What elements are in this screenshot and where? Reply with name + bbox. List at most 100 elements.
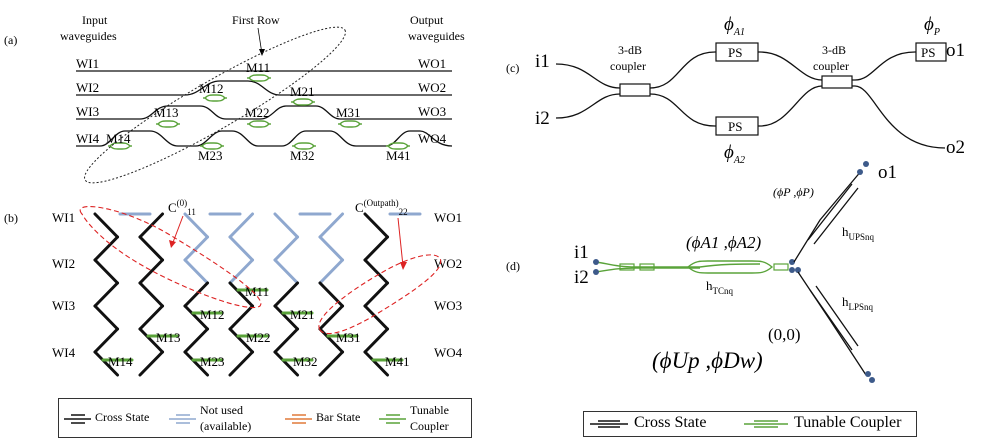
mesh-edge [138,327,164,354]
d-phi-updw: (ϕUp ,ϕDw) [652,348,763,373]
waveguide-3 [76,105,452,120]
panel-b: (b) WI1 WI2 WI3 WI4 WO1 WO2 WO3 WO4 M11 … [4,198,463,377]
label-b-WI1: WI1 [52,210,75,225]
label-a-M22: M22 [245,105,270,120]
mesh-edge [138,235,164,262]
c0-arrow [171,215,184,246]
d-port-o2-b [869,377,875,383]
d-h-ups: hUPSnq [842,224,875,242]
label-b-M14: M14 [108,354,133,369]
mzi-a-M31 [337,120,363,128]
mesh-edge [183,258,209,285]
label-b-M22: M22 [246,330,271,345]
c-ps-a2-label: PS [728,119,742,134]
panel-c-label: (c) [506,61,519,75]
waveguide-2 [76,80,452,96]
cout-label: C(Outpath)22 [355,198,408,217]
output-waveguides-label-1: Output [410,13,444,27]
mzi-a-M21 [290,98,316,106]
cout-path-region [318,254,442,335]
legend-bar-icon [285,414,312,424]
mesh-edge [228,327,254,354]
d-tc-body [686,260,774,274]
legend-unused-label-1: Not used [200,403,243,417]
legend-cross-icon [64,414,91,424]
mesh-edge [228,350,254,377]
c-ps-p [915,42,947,62]
label-b-WI3: WI3 [52,298,75,313]
d-port-o2-a [865,371,871,377]
c0-arrowhead [169,240,176,248]
mesh-edge [138,304,164,331]
d-input-i1: i1 [574,242,589,263]
label-a-M14: M14 [106,131,131,146]
mesh-edge [318,304,344,331]
mesh-edge [318,350,344,377]
mesh-edge [273,304,299,331]
legend-cross-label: Cross State [95,410,150,424]
legend-tunable-icon [379,414,406,424]
mesh-edge [273,212,299,239]
c-output-o2: o2 [946,137,965,158]
panel-c: (c) i1 i2 o1 o2 PS PS PS 3-dB coupler 3-… [506,14,965,166]
label-b-M13: M13 [156,330,181,345]
mesh-edge [228,235,254,262]
mzi-a-M22 [246,120,272,128]
output-waveguides-label-2: waveguides [408,29,465,43]
legend-tunable-label-2: Coupler [410,419,449,433]
c-input-i2: i2 [535,108,550,129]
hexagon-mesh [93,212,422,377]
label-b-M31: M31 [336,330,361,345]
mzi-a-M13 [155,120,181,128]
c-lower-arm [555,85,946,149]
d-port-o1-a [863,161,869,167]
d-lower-branch-arms [809,285,859,351]
label-a-WI3: WI3 [76,104,99,119]
d-phi-pair: (ϕA1 ,ϕA2) [686,233,762,252]
cout-arrow [397,217,404,267]
legend-unused-label-2: (available) [200,419,252,433]
mesh-edge [183,304,209,331]
label-a-M11: M11 [246,60,270,75]
mesh-edge [183,350,209,377]
mesh-edge [138,281,164,308]
label-a-WI2: WI2 [76,80,99,95]
label-a-WO1: WO1 [418,56,446,71]
mesh-edge [228,212,254,239]
legend-b: Cross State Not used (available) Bar Sta… [58,398,472,438]
mesh-edge [363,235,389,262]
mesh-edge [318,212,344,239]
d-node-dot-2 [795,267,801,273]
c-ps-p-label: PS [921,45,935,60]
mesh-edge [138,350,164,377]
d-output-o1: o1 [878,162,897,183]
label-a-WI1: WI1 [76,56,99,71]
c-input-i1: i1 [535,51,550,72]
panel-d: (d) i1 i2 o1 o2 (ϕA1 ,ϕA2) (ϕP ,ϕP) hTCn… [506,161,899,437]
panel-a: (a) Input waveguides Output waveguides F… [4,13,465,184]
label-a-M13: M13 [154,105,179,120]
label-a-WO3: WO3 [418,104,446,119]
mesh-edge [318,281,344,308]
legend-unused-icon [169,414,196,424]
mesh-edge [93,327,119,354]
mesh-edge [273,235,299,262]
label-b-M23: M23 [200,354,225,369]
c-coupler-2 [821,75,853,89]
mesh-edge [93,258,119,285]
d-h-tc: hTCnq [706,278,734,296]
mesh-edge [228,281,254,308]
mesh-edge [93,281,119,308]
c-phi-p: ϕP [924,14,940,38]
label-b-WI4: WI4 [52,345,76,360]
mesh-edge [363,212,389,239]
d-tc-block-2 [639,263,655,271]
d-tc-block-3 [773,263,789,271]
label-b-M32: M32 [293,354,318,369]
label-a-M41: M41 [386,148,411,163]
d-h-lps: hLPSnq [842,294,874,312]
first-row-ellipse [84,26,346,184]
label-a-WO4: WO4 [418,131,447,146]
d-input-i2: i2 [574,267,589,288]
